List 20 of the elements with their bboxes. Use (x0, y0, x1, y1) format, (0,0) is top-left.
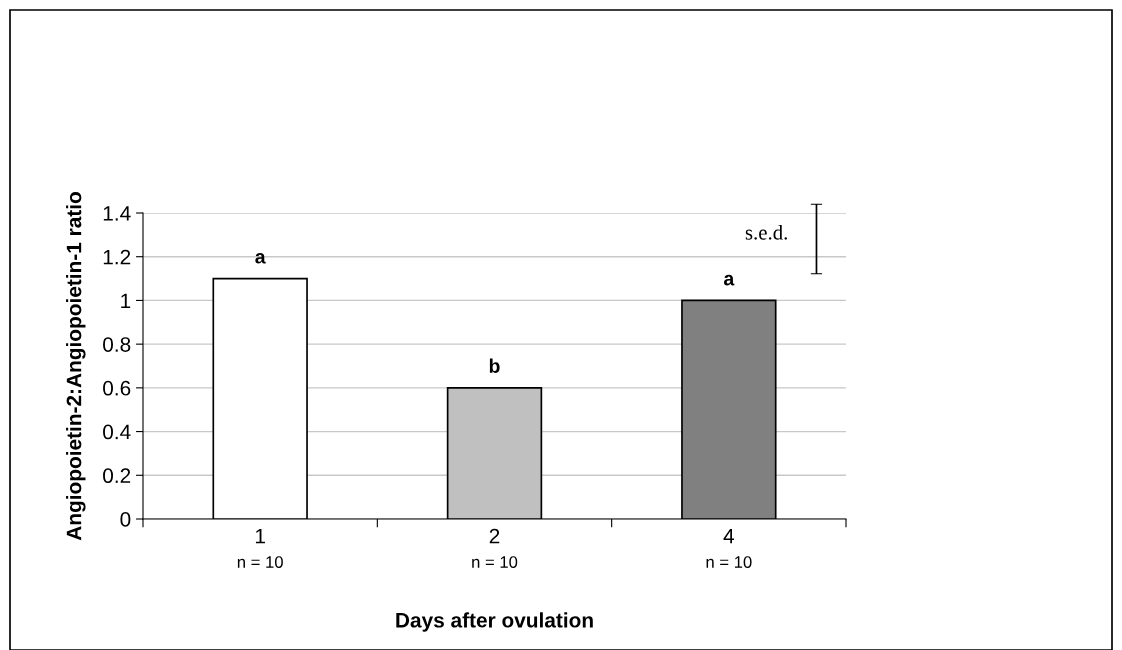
y-axis-title: Angiopoietin-2:Angiopoietin-1 ratio (66, 192, 86, 541)
text: n = 10 (472, 556, 518, 568)
x-tick-label: 4 (723, 528, 735, 544)
x-tick-label: 2 (489, 528, 500, 544)
annotation: s.e.d. (745, 224, 787, 240)
y-tick-label: 0.2 (103, 468, 131, 484)
y-tick-label: 0 (120, 512, 131, 527)
y-tick-label: 0.8 (103, 337, 131, 352)
x-tick-label: 1 (255, 528, 265, 544)
y-tick-label: 1.4 (103, 206, 131, 221)
x-axis-title: Days after ovulation (396, 612, 593, 632)
y-tick-label: 0.4 (103, 424, 131, 440)
y-tick-label: 1.2 (103, 249, 131, 265)
y-tick-label: 0.6 (103, 380, 131, 396)
text: n = 10 (706, 556, 752, 568)
y-tick-label: 1 (121, 293, 131, 308)
text: n = 10 (237, 556, 283, 568)
data-label: a (724, 274, 735, 286)
data-label: a (255, 252, 266, 264)
data-label: b (489, 358, 500, 373)
